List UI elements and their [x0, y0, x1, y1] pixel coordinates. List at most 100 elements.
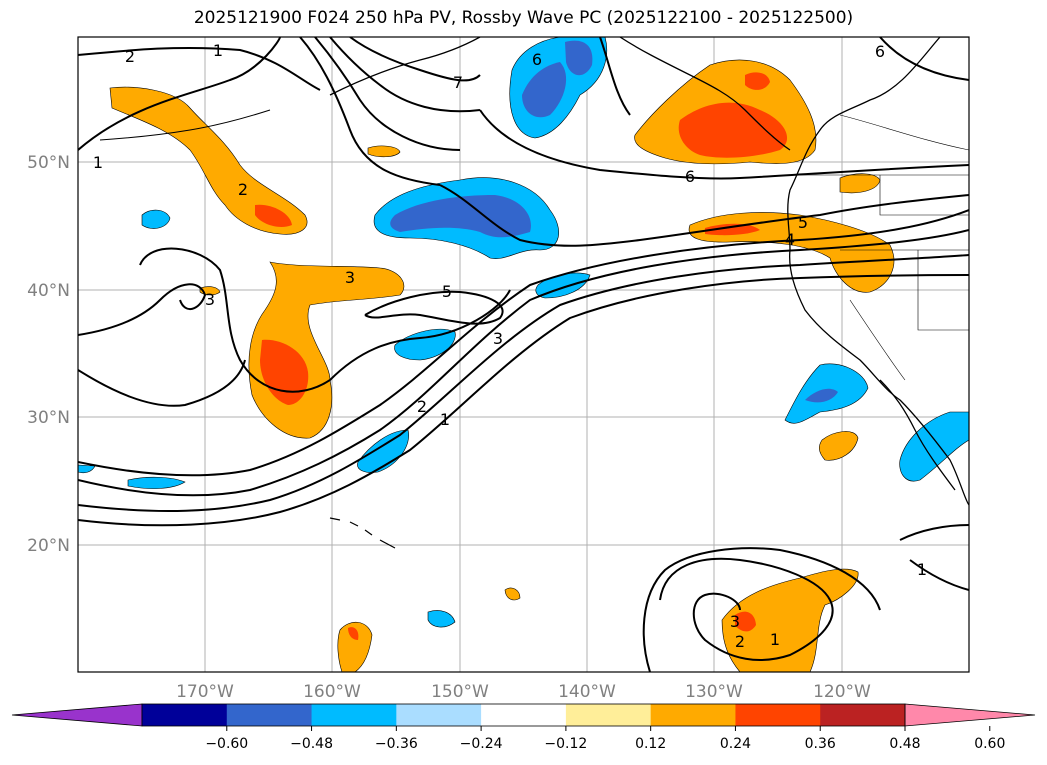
longitude-label: 160°W	[303, 682, 361, 702]
colorbar-segment	[142, 704, 228, 726]
contour-jet-4	[78, 274, 969, 527]
latitude-label: 30°N	[27, 408, 70, 428]
contour-multi-3	[349, 37, 481, 82]
negative-anomaly-small-7	[427, 610, 456, 628]
contour-label: 1	[440, 410, 450, 429]
colorbar-segment	[396, 704, 482, 726]
positive-anomaly-small-5	[337, 622, 373, 672]
contour-5-loop	[364, 290, 504, 325]
contour-label: 1	[93, 153, 103, 172]
contour-south-low	[659, 557, 834, 661]
contour-ridge	[479, 109, 969, 180]
contour-label: 2	[417, 397, 427, 416]
positive-anomaly-small-1	[367, 145, 401, 158]
latitude-label: 50°N	[27, 153, 70, 173]
colorbar-segment	[226, 704, 313, 726]
coastline-alaska	[619, 37, 791, 151]
colorbar-segment	[735, 704, 821, 726]
latitude-label: 40°N	[27, 281, 70, 301]
positive-anomaly-nw-core	[255, 204, 292, 227]
latitude-labels: 50°N 40°N 30°N 20°N	[27, 153, 70, 556]
map-title: 2025121900 F024 250 hPa PV, Rossby Wave …	[193, 8, 854, 28]
colorbar-label: 0.24	[720, 736, 751, 752]
coastline-alaska-peninsula	[329, 37, 481, 96]
contour-multi-2	[329, 37, 481, 113]
latitude-label: 20°N	[27, 536, 70, 556]
negative-anomaly-north-core	[522, 62, 567, 118]
colorbar-label: 0.48	[889, 736, 920, 752]
contour-east-ring	[299, 37, 441, 186]
colorbar-segment	[481, 704, 567, 726]
colorbar-segment	[311, 704, 397, 726]
colorbar-label: 0.12	[635, 736, 666, 752]
colorbar-label: −0.12	[544, 736, 587, 752]
colorbar-label: 0.36	[805, 736, 836, 752]
contour-label: 2	[238, 180, 248, 199]
hawaii-islands	[329, 517, 396, 549]
positive-anomaly-ne-core-2	[745, 72, 770, 90]
contour-label: 7	[453, 73, 463, 92]
contour-se	[899, 524, 969, 541]
contour-north-loop	[599, 37, 631, 116]
longitude-label: 170°W	[176, 682, 234, 702]
contour-label: 3	[493, 329, 503, 348]
contour-1-north	[78, 37, 281, 151]
contour-label: 2	[735, 632, 745, 651]
longitude-label: 120°W	[813, 682, 871, 702]
colorbar: −0.60 −0.48 −0.36 −0.24 −0.12 0.12 0.24 0.36 0.4…	[11, 703, 1036, 752]
aleutians	[99, 109, 271, 141]
negative-anomaly-east-2	[899, 411, 969, 482]
contour-west-lower	[78, 359, 246, 407]
contour-label: 1	[213, 41, 223, 60]
colorbar-segment	[565, 704, 652, 726]
negative-anomaly-central-core	[390, 195, 531, 238]
negative-anomaly-east-1-core	[805, 388, 838, 403]
contour-jet-1	[78, 229, 969, 497]
longitude-labels: 170°W 160°W 150°W 140°W 130°W 120°W	[176, 682, 871, 702]
contour-ne	[879, 37, 969, 81]
contour-2-north	[78, 46, 321, 91]
contour-label: 5	[798, 213, 808, 232]
negative-anomaly-small-1	[141, 209, 171, 229]
colorbar-segment	[820, 704, 906, 726]
colorbar-label: −0.36	[375, 736, 418, 752]
negative-anomaly-small-6	[127, 476, 186, 489]
contour-label: 3	[730, 612, 740, 631]
contour-label: 1	[917, 560, 927, 579]
colorbar-frame	[141, 703, 906, 727]
longitude-label: 150°W	[431, 682, 489, 702]
contour-label: 6	[685, 167, 695, 186]
contour-jet-2	[78, 209, 969, 477]
contour-label: 2	[125, 47, 135, 66]
colorbar-extend-max	[904, 703, 1036, 727]
contour-jet-3	[78, 254, 969, 513]
contour-label: 4	[785, 230, 795, 249]
negative-anomaly-small-3	[394, 329, 456, 361]
positive-anomaly-ne-core	[678, 102, 788, 158]
colorbar-extend-min	[11, 703, 143, 727]
coastlines	[99, 37, 969, 549]
contour-label: 3	[205, 290, 215, 309]
positive-anomaly-nw	[109, 86, 308, 235]
political-borders	[800, 114, 969, 381]
contour-se-2	[909, 559, 969, 591]
coastline-baja	[879, 379, 956, 491]
map-background	[78, 37, 969, 672]
positive-anomaly-small-4	[819, 431, 859, 461]
contour-labels: 2 1 7 6 6 1 2 3 5 3 2 1 6 5 4 3 1 3 2 1	[93, 41, 927, 651]
contour-multi-1	[314, 37, 461, 151]
positive-anomaly-small-6	[504, 587, 521, 601]
colorbar-label: −0.48	[290, 736, 333, 752]
colorbar-label: −0.60	[205, 736, 248, 752]
longitude-label: 130°W	[685, 682, 743, 702]
positive-anomaly-south-core	[735, 611, 756, 632]
colorbar-segment	[650, 704, 736, 726]
map-frame	[77, 36, 970, 673]
contour-south-low-2	[642, 547, 881, 672]
contour-label: 6	[875, 42, 885, 61]
contour-label: 6	[532, 50, 542, 69]
pv-contours	[78, 37, 969, 672]
colorbar-label: −0.24	[460, 736, 503, 752]
contour-label: 3	[345, 268, 355, 287]
